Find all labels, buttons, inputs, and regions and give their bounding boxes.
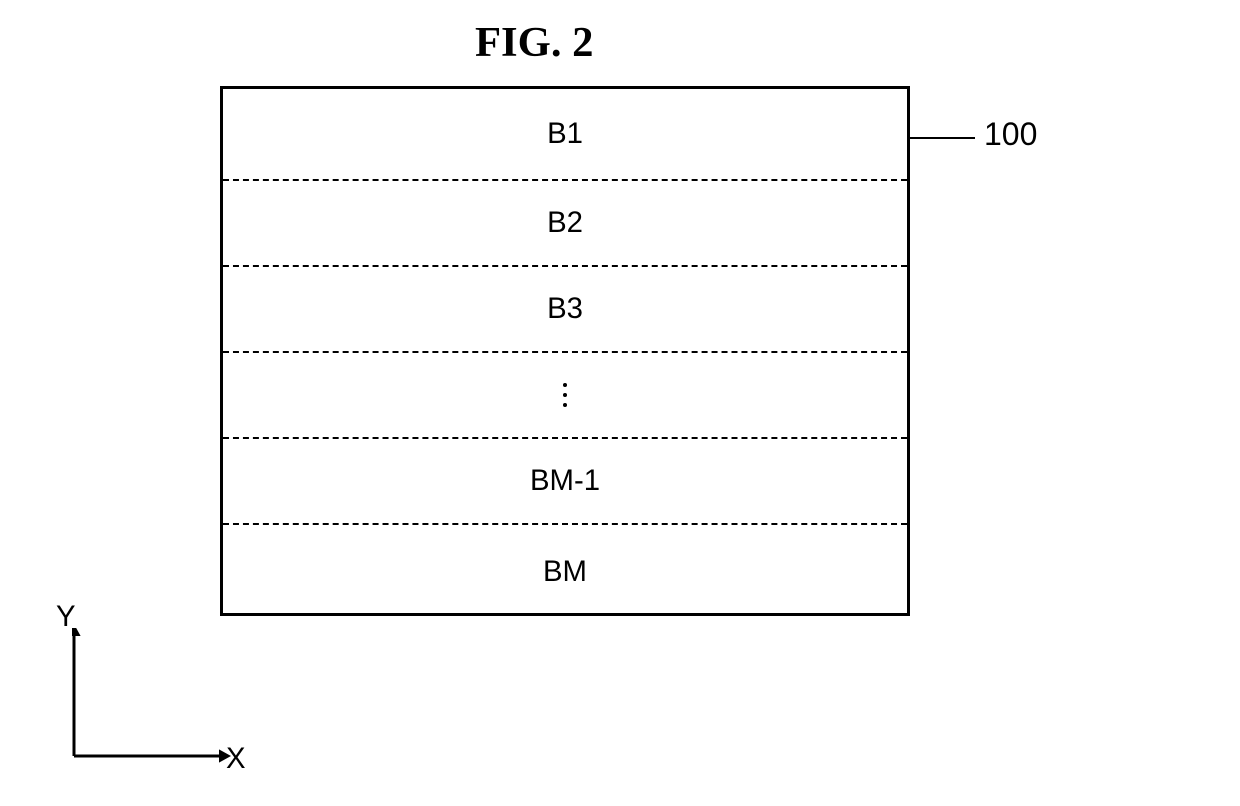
block-row-label: B3 bbox=[547, 292, 583, 326]
block-row: BM-1 bbox=[223, 439, 907, 525]
block-row-label: BM bbox=[543, 555, 587, 589]
block-row: B2 bbox=[223, 181, 907, 267]
block-row-ellipsis bbox=[223, 353, 907, 439]
x-axis-label: X bbox=[226, 742, 246, 776]
figure-title: FIG. 2 bbox=[475, 18, 594, 67]
block-row: BM bbox=[223, 525, 907, 619]
callout-label-100: 100 bbox=[984, 116, 1037, 153]
block-row-label: B1 bbox=[547, 117, 583, 151]
y-axis-label: Y bbox=[56, 600, 76, 634]
block-row: B3 bbox=[223, 267, 907, 353]
block-diagram-box: B1 B2 B3 BM-1 BM bbox=[220, 86, 910, 616]
figure-canvas: FIG. 2 B1 B2 B3 BM-1 BM 100 X Y bbox=[0, 0, 1240, 806]
block-row-label: B2 bbox=[547, 206, 583, 240]
xy-axes bbox=[72, 628, 233, 764]
callout-leader-line bbox=[910, 137, 975, 139]
block-row-label: BM-1 bbox=[530, 464, 600, 498]
block-row: B1 bbox=[223, 89, 907, 181]
vertical-ellipsis-icon bbox=[563, 383, 567, 407]
